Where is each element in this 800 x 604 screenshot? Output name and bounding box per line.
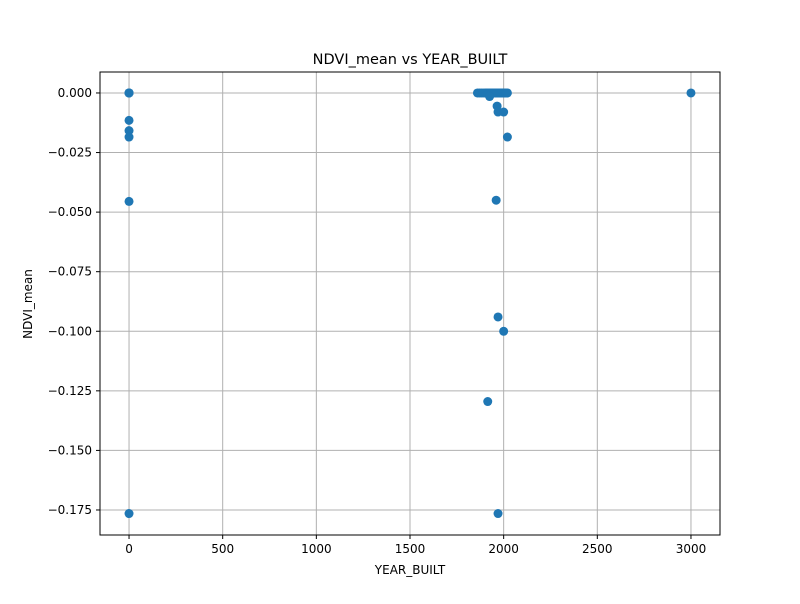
x-tick-label: 3000 — [676, 542, 707, 556]
x-tick-label: 0 — [125, 542, 133, 556]
y-tick-label: −0.075 — [48, 265, 92, 279]
x-tick-label: 1000 — [301, 542, 332, 556]
data-point — [502, 88, 512, 98]
x-tick-label: 1500 — [395, 542, 426, 556]
data-point — [483, 397, 493, 407]
data-point — [485, 92, 495, 102]
chart-title: NDVI_mean vs YEAR_BUILT — [313, 52, 508, 68]
data-point — [686, 88, 696, 98]
y-axis-label: NDVI_mean — [21, 269, 35, 339]
data-point — [124, 126, 134, 136]
x-tick-label: 2000 — [488, 542, 519, 556]
y-tick-label: −0.100 — [48, 324, 92, 338]
data-point — [499, 326, 509, 336]
x-axis-ticks: 0 500 1000 1500 2000 2500 3000 — [125, 535, 706, 556]
data-point — [502, 132, 512, 142]
y-tick-label: −0.150 — [48, 443, 92, 457]
grid-lines — [100, 72, 720, 535]
data-point — [493, 312, 503, 322]
y-tick-label: −0.025 — [48, 146, 92, 160]
y-tick-label: −0.050 — [48, 205, 92, 219]
data-point — [124, 88, 134, 98]
y-tick-label: 0.000 — [58, 86, 92, 100]
x-tick-label: 2500 — [582, 542, 613, 556]
data-point — [124, 115, 134, 125]
data-points — [124, 88, 696, 519]
data-point — [493, 509, 503, 519]
data-point — [124, 196, 134, 206]
x-tick-label: 500 — [211, 542, 234, 556]
data-point — [499, 107, 509, 117]
y-tick-label: −0.175 — [48, 503, 92, 517]
y-axis-ticks: 0.000 −0.025 −0.050 −0.075 −0.100 −0.125 −0.15… — [48, 86, 100, 517]
y-tick-label: −0.125 — [48, 384, 92, 398]
x-axis-label: YEAR_BUILT — [374, 563, 446, 577]
data-point — [124, 132, 134, 142]
data-point — [491, 195, 501, 205]
data-point — [124, 509, 134, 519]
